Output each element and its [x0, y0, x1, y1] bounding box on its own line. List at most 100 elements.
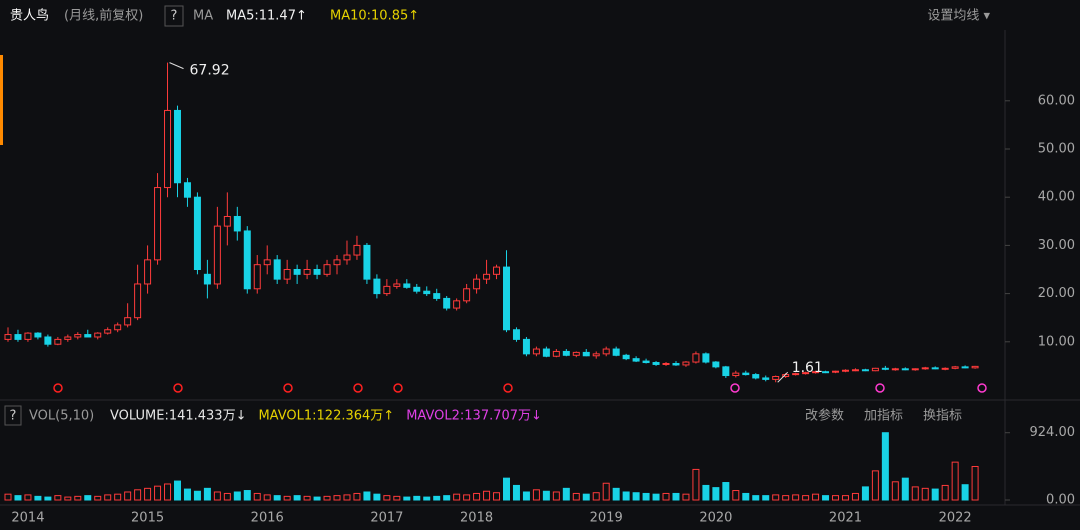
volume-bar — [881, 432, 889, 501]
annotation: 67.92 — [190, 63, 230, 79]
active-marker — [0, 55, 3, 145]
volume-bar — [263, 494, 271, 501]
volume-bar — [273, 495, 281, 501]
candle-body — [263, 259, 271, 266]
volume-bar — [104, 494, 112, 501]
volume-bar — [542, 490, 550, 501]
indicator: VOL(5,10) — [29, 409, 94, 424]
candle-body — [832, 370, 840, 373]
candle-body — [961, 366, 969, 369]
candle-body — [592, 353, 600, 357]
candle-body — [732, 372, 740, 377]
x-tick-label: 2018 — [460, 511, 493, 526]
help-box[interactable] — [164, 5, 184, 27]
y-tick-label: 924.00 — [1030, 425, 1076, 440]
candle-body — [173, 109, 181, 184]
candle-body — [712, 361, 720, 368]
volume-bar — [931, 488, 939, 501]
candle-body — [652, 362, 660, 365]
candle-body — [54, 338, 62, 345]
annotation-pointer — [777, 371, 789, 383]
volume-bar — [762, 495, 770, 501]
ma10: MA10:10.85↑ — [330, 9, 419, 24]
candle-body — [772, 376, 780, 380]
volume-bar — [373, 493, 381, 501]
volume-bar — [363, 491, 371, 501]
volume-bar — [423, 496, 431, 501]
candle-body — [253, 264, 261, 290]
period: (月线,前复权) — [64, 8, 143, 24]
volume-bar — [672, 492, 680, 501]
candle-body — [373, 278, 381, 295]
volume-bar — [572, 492, 580, 501]
candle-body — [353, 244, 361, 256]
ma5: MA5:11.47↑ — [226, 9, 307, 24]
candle-body — [512, 329, 520, 340]
volume-bar — [792, 494, 800, 501]
candle-body — [921, 367, 929, 370]
candle-body — [293, 269, 301, 275]
annotation: 1.61 — [792, 360, 823, 376]
candle-body — [851, 369, 859, 372]
candle-body — [612, 348, 620, 356]
candle-body — [861, 369, 869, 372]
candle-body — [602, 348, 610, 355]
volume-bar — [652, 493, 660, 501]
candle-body — [323, 264, 331, 275]
candle-body — [183, 182, 191, 198]
candle-body — [203, 273, 211, 285]
volume-bar — [154, 485, 162, 501]
candle-body — [233, 215, 241, 232]
candle-body — [682, 361, 690, 366]
candle-body — [24, 332, 32, 340]
help[interactable]: ? — [171, 9, 178, 24]
volume-bar — [323, 495, 331, 501]
toolbar-button[interactable]: 改参数 — [805, 408, 844, 424]
volume-bar — [303, 495, 311, 501]
volume-bar — [602, 482, 610, 501]
candle-body — [64, 336, 72, 340]
toolbar-button[interactable]: 加指标 — [864, 409, 903, 424]
annotation-pointer — [169, 62, 184, 70]
x-tick-label: 2020 — [699, 511, 732, 526]
volume-bar — [522, 491, 530, 501]
volume-bar — [961, 484, 969, 501]
help-box[interactable] — [4, 405, 22, 426]
candle-body — [552, 350, 560, 357]
volume-bar — [333, 495, 341, 501]
candle-body — [453, 300, 461, 309]
candle-body — [393, 283, 401, 287]
volume-bar — [114, 493, 122, 501]
candle-body — [792, 373, 800, 376]
volume-bar — [183, 488, 191, 501]
candle-body — [532, 348, 540, 355]
dividend-icons — [53, 383, 987, 393]
candle-body — [443, 297, 451, 309]
volume-bar — [592, 492, 600, 501]
help[interactable]: ? — [10, 409, 17, 424]
candle-body — [154, 187, 162, 261]
candle-body — [14, 334, 22, 340]
candle-body — [951, 366, 959, 369]
volume-bar — [662, 492, 670, 501]
candle-body — [632, 358, 640, 362]
volume-bar — [802, 495, 810, 501]
toolbar-button[interactable]: 换指标 — [923, 409, 962, 424]
candle-body — [223, 215, 231, 227]
volume-bar — [832, 495, 840, 501]
volume-bar — [682, 493, 690, 501]
ma-settings[interactable]: 设置均线 ▾ — [927, 9, 990, 24]
candle-body — [742, 372, 750, 376]
candle-body — [582, 351, 590, 357]
candle-body — [562, 350, 570, 356]
volume-bar — [861, 486, 869, 501]
candle-body — [722, 366, 730, 377]
candle-body — [84, 334, 92, 338]
candle-body — [752, 374, 760, 379]
legend-entry: VOLUME:141.433万↓ — [110, 409, 246, 424]
x-tick-label: 2016 — [251, 511, 284, 526]
candle-body — [193, 196, 201, 271]
candle-body — [662, 362, 670, 365]
volume-bar — [134, 489, 142, 501]
